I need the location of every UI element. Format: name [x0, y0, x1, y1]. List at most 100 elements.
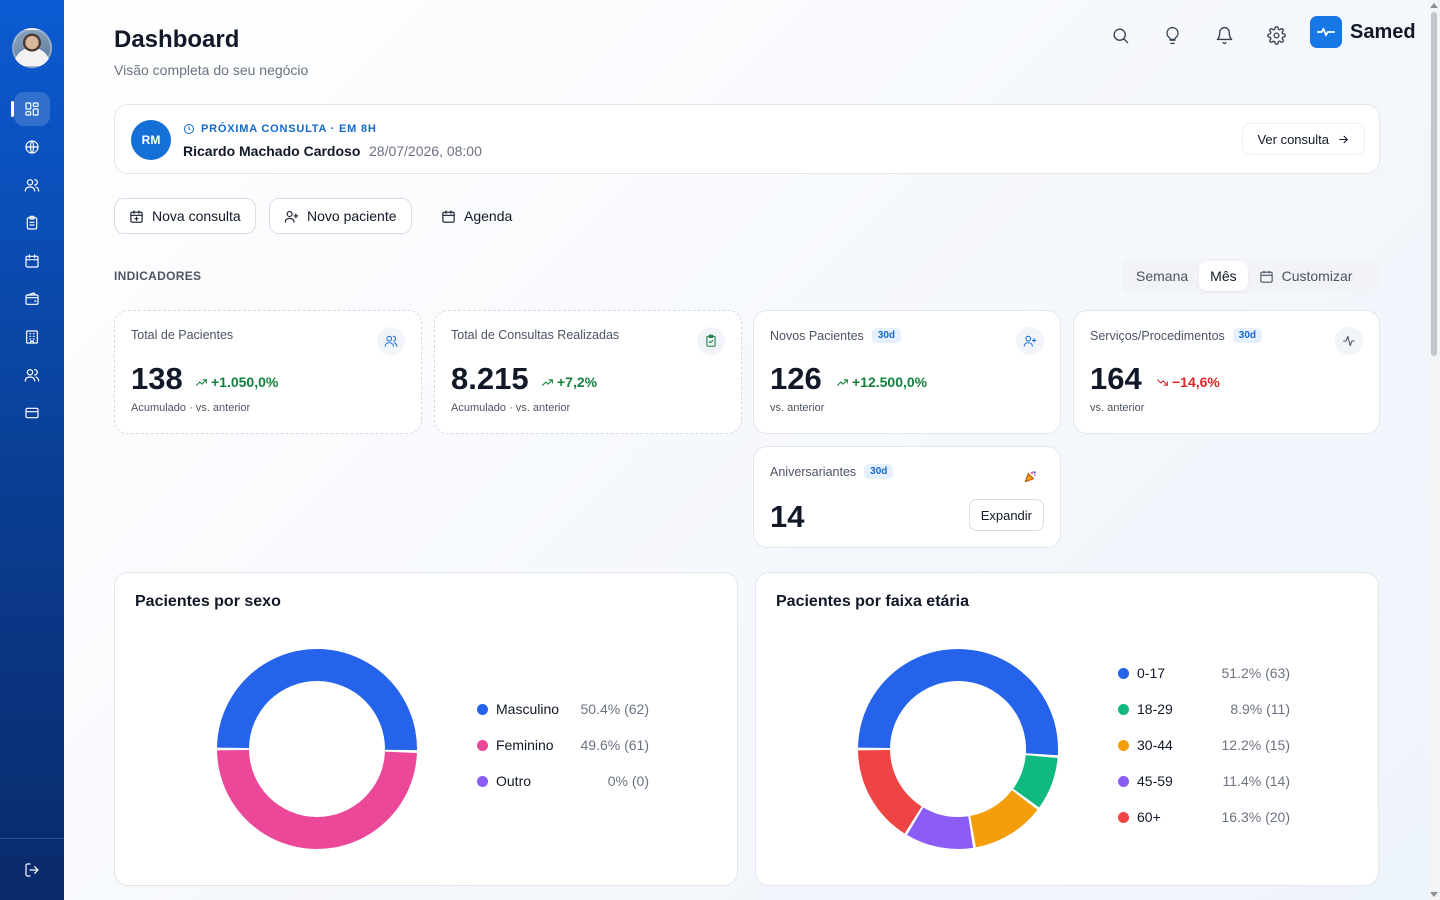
- donut-slice-60-[interactable]: [858, 749, 922, 834]
- kpi-new-patients: Novos Pacientes 30d 126 +12.500,0% vs. a…: [753, 310, 1061, 434]
- view-appointment-button[interactable]: Ver consulta: [1242, 123, 1365, 155]
- legend-value: 51.2% (63): [1221, 665, 1290, 681]
- settings-button[interactable]: [1263, 22, 1289, 48]
- sidebar-item-patients[interactable]: [14, 168, 50, 202]
- legend-item[interactable]: 0-17 51.2% (63): [1118, 663, 1290, 683]
- kpi-total-appointments: Total de Consultas Realizadas 8.215 +7,2…: [434, 310, 742, 434]
- chart-card-sex: Pacientes por sexo Masculino 50.4% (62) Fe…: [114, 572, 738, 886]
- legend-name: 45-59: [1137, 773, 1173, 789]
- scroll-down-arrow[interactable]: [1430, 892, 1438, 897]
- donut-slice-45-59[interactable]: [907, 807, 974, 849]
- sidebar-item-building[interactable]: [14, 320, 50, 354]
- donut-slice-30-44[interactable]: [970, 790, 1038, 848]
- logout-button[interactable]: [14, 853, 50, 887]
- search-icon: [1112, 27, 1128, 43]
- pulse-icon: [1316, 27, 1336, 37]
- kpi-delta-text: +12.500,0%: [852, 374, 928, 390]
- schedule-button[interactable]: Agenda: [426, 198, 527, 234]
- legend-item[interactable]: 60+ 16.3% (20): [1118, 807, 1290, 827]
- age-legend: 0-17 51.2% (63) 18-29 8.9% (11) 30-44 12.2% (…: [1118, 663, 1290, 845]
- clock-icon: [184, 124, 194, 134]
- new-patient-button[interactable]: Novo paciente: [269, 198, 412, 234]
- legend-item[interactable]: 30-44 12.2% (15): [1118, 735, 1290, 755]
- sidebar-item-records[interactable]: [14, 206, 50, 240]
- arrow-right-icon: [1339, 135, 1348, 143]
- kpi-title-text: Serviços/Procedimentos: [1090, 328, 1225, 343]
- donut-slice-feminino[interactable]: [217, 749, 417, 849]
- kpi-value: 164: [1090, 361, 1142, 396]
- sidebar-item-team[interactable]: [14, 358, 50, 392]
- new-appointment-button[interactable]: Nova consulta: [114, 198, 256, 234]
- range-custom-label: Customizar: [1281, 268, 1353, 284]
- scroll-thumb[interactable]: [1431, 12, 1437, 356]
- kpi-delta: +12.500,0%: [836, 374, 927, 390]
- legend-dot: [1118, 739, 1129, 751]
- kpi-delta: +1.050,0%: [195, 374, 278, 390]
- new-appointment-label: Nova consulta: [152, 208, 241, 224]
- legend-item[interactable]: Masculino 50.4% (62): [477, 699, 649, 719]
- range-week[interactable]: Semana: [1125, 261, 1199, 291]
- legend-item[interactable]: Feminino 49.6% (61): [477, 735, 649, 755]
- brand[interactable]: Samed: [1310, 16, 1416, 48]
- building-icon: [26, 330, 38, 344]
- globe-icon: [25, 140, 39, 154]
- schedule-label: Agenda: [464, 208, 513, 224]
- tips-button[interactable]: [1159, 22, 1185, 48]
- legend-name: 30-44: [1137, 737, 1173, 753]
- kpi-value: 126: [770, 361, 822, 396]
- range-toggle: Semana Mês Customizar: [1122, 258, 1380, 294]
- scroll-up-arrow[interactable]: [1430, 3, 1438, 8]
- kpi-delta-text: +7,2%: [557, 374, 598, 390]
- kpi-delta-text: +1.050,0%: [211, 374, 279, 390]
- expand-birthdays-button[interactable]: Expandir: [968, 499, 1044, 531]
- donut-slice-18-29[interactable]: [1013, 755, 1058, 808]
- kpi-delta-text: −14,6%: [1172, 374, 1220, 390]
- kpi-icon: [697, 327, 725, 355]
- legend-item[interactable]: 18-29 8.9% (11): [1118, 699, 1290, 719]
- chart-title: Pacientes por faixa etária: [776, 593, 969, 610]
- kpi-note: Acumulado · vs. anterior: [131, 402, 251, 414]
- legend-dot: [477, 703, 488, 715]
- page-subtitle: Visão completa do seu negócio: [114, 62, 309, 78]
- credit-card-icon: [25, 407, 39, 419]
- sidebar-item-dashboard[interactable]: [11, 92, 50, 126]
- legend-item[interactable]: 45-59 11.4% (14): [1118, 771, 1290, 791]
- scrollbar[interactable]: [1428, 0, 1440, 900]
- range-custom[interactable]: Customizar: [1248, 261, 1364, 291]
- range-month-label: Mês: [1210, 268, 1237, 284]
- kpi-title: Novos Pacientes 30d: [770, 328, 902, 343]
- sidebar-item-billing[interactable]: [14, 396, 50, 430]
- kpi-title-text: Total de Consultas Realizadas: [451, 328, 620, 342]
- legend-item[interactable]: Outro 0% (0): [477, 771, 649, 791]
- notifications-button[interactable]: [1211, 22, 1237, 48]
- legend-value: 49.6% (61): [580, 737, 649, 753]
- avatar[interactable]: [12, 28, 52, 68]
- kpi-delta: +7,2%: [541, 374, 597, 390]
- chart-title: Pacientes por sexo: [135, 593, 281, 610]
- logout-icon: [25, 863, 39, 877]
- kpi-title-text: Total de Pacientes: [131, 328, 234, 342]
- sidebar-item-calendar[interactable]: [14, 244, 50, 278]
- new-patient-label: Novo paciente: [307, 208, 397, 224]
- page-title: Dashboard: [114, 26, 240, 53]
- legend-name: 60+: [1137, 809, 1161, 825]
- search-button[interactable]: [1107, 22, 1133, 48]
- trend-down-icon: [1157, 378, 1168, 386]
- users-icon: [384, 335, 398, 347]
- donut-slice-0-17[interactable]: [858, 648, 1058, 756]
- next-appointment-datetime: 28/07/2026, 08:00: [369, 143, 482, 159]
- period-badge: 30d: [871, 328, 902, 343]
- kpi-value: 138: [131, 361, 183, 396]
- kpi-icon: [1016, 463, 1044, 491]
- user-plus-icon: [284, 210, 299, 223]
- kpi-note: vs. anterior: [1090, 402, 1145, 414]
- kpi-icon: [1016, 327, 1044, 355]
- range-month[interactable]: Mês: [1199, 261, 1248, 291]
- sidebar-item-wallet[interactable]: [14, 282, 50, 316]
- donut-slice-masculino[interactable]: [217, 649, 417, 751]
- sidebar-item-globe[interactable]: [14, 130, 50, 164]
- range-week-label: Semana: [1136, 268, 1189, 284]
- brand-logo: [1310, 16, 1342, 48]
- kpi-value: 8.215: [451, 361, 529, 396]
- next-appointment-patient: Ricardo Machado Cardoso: [183, 143, 361, 159]
